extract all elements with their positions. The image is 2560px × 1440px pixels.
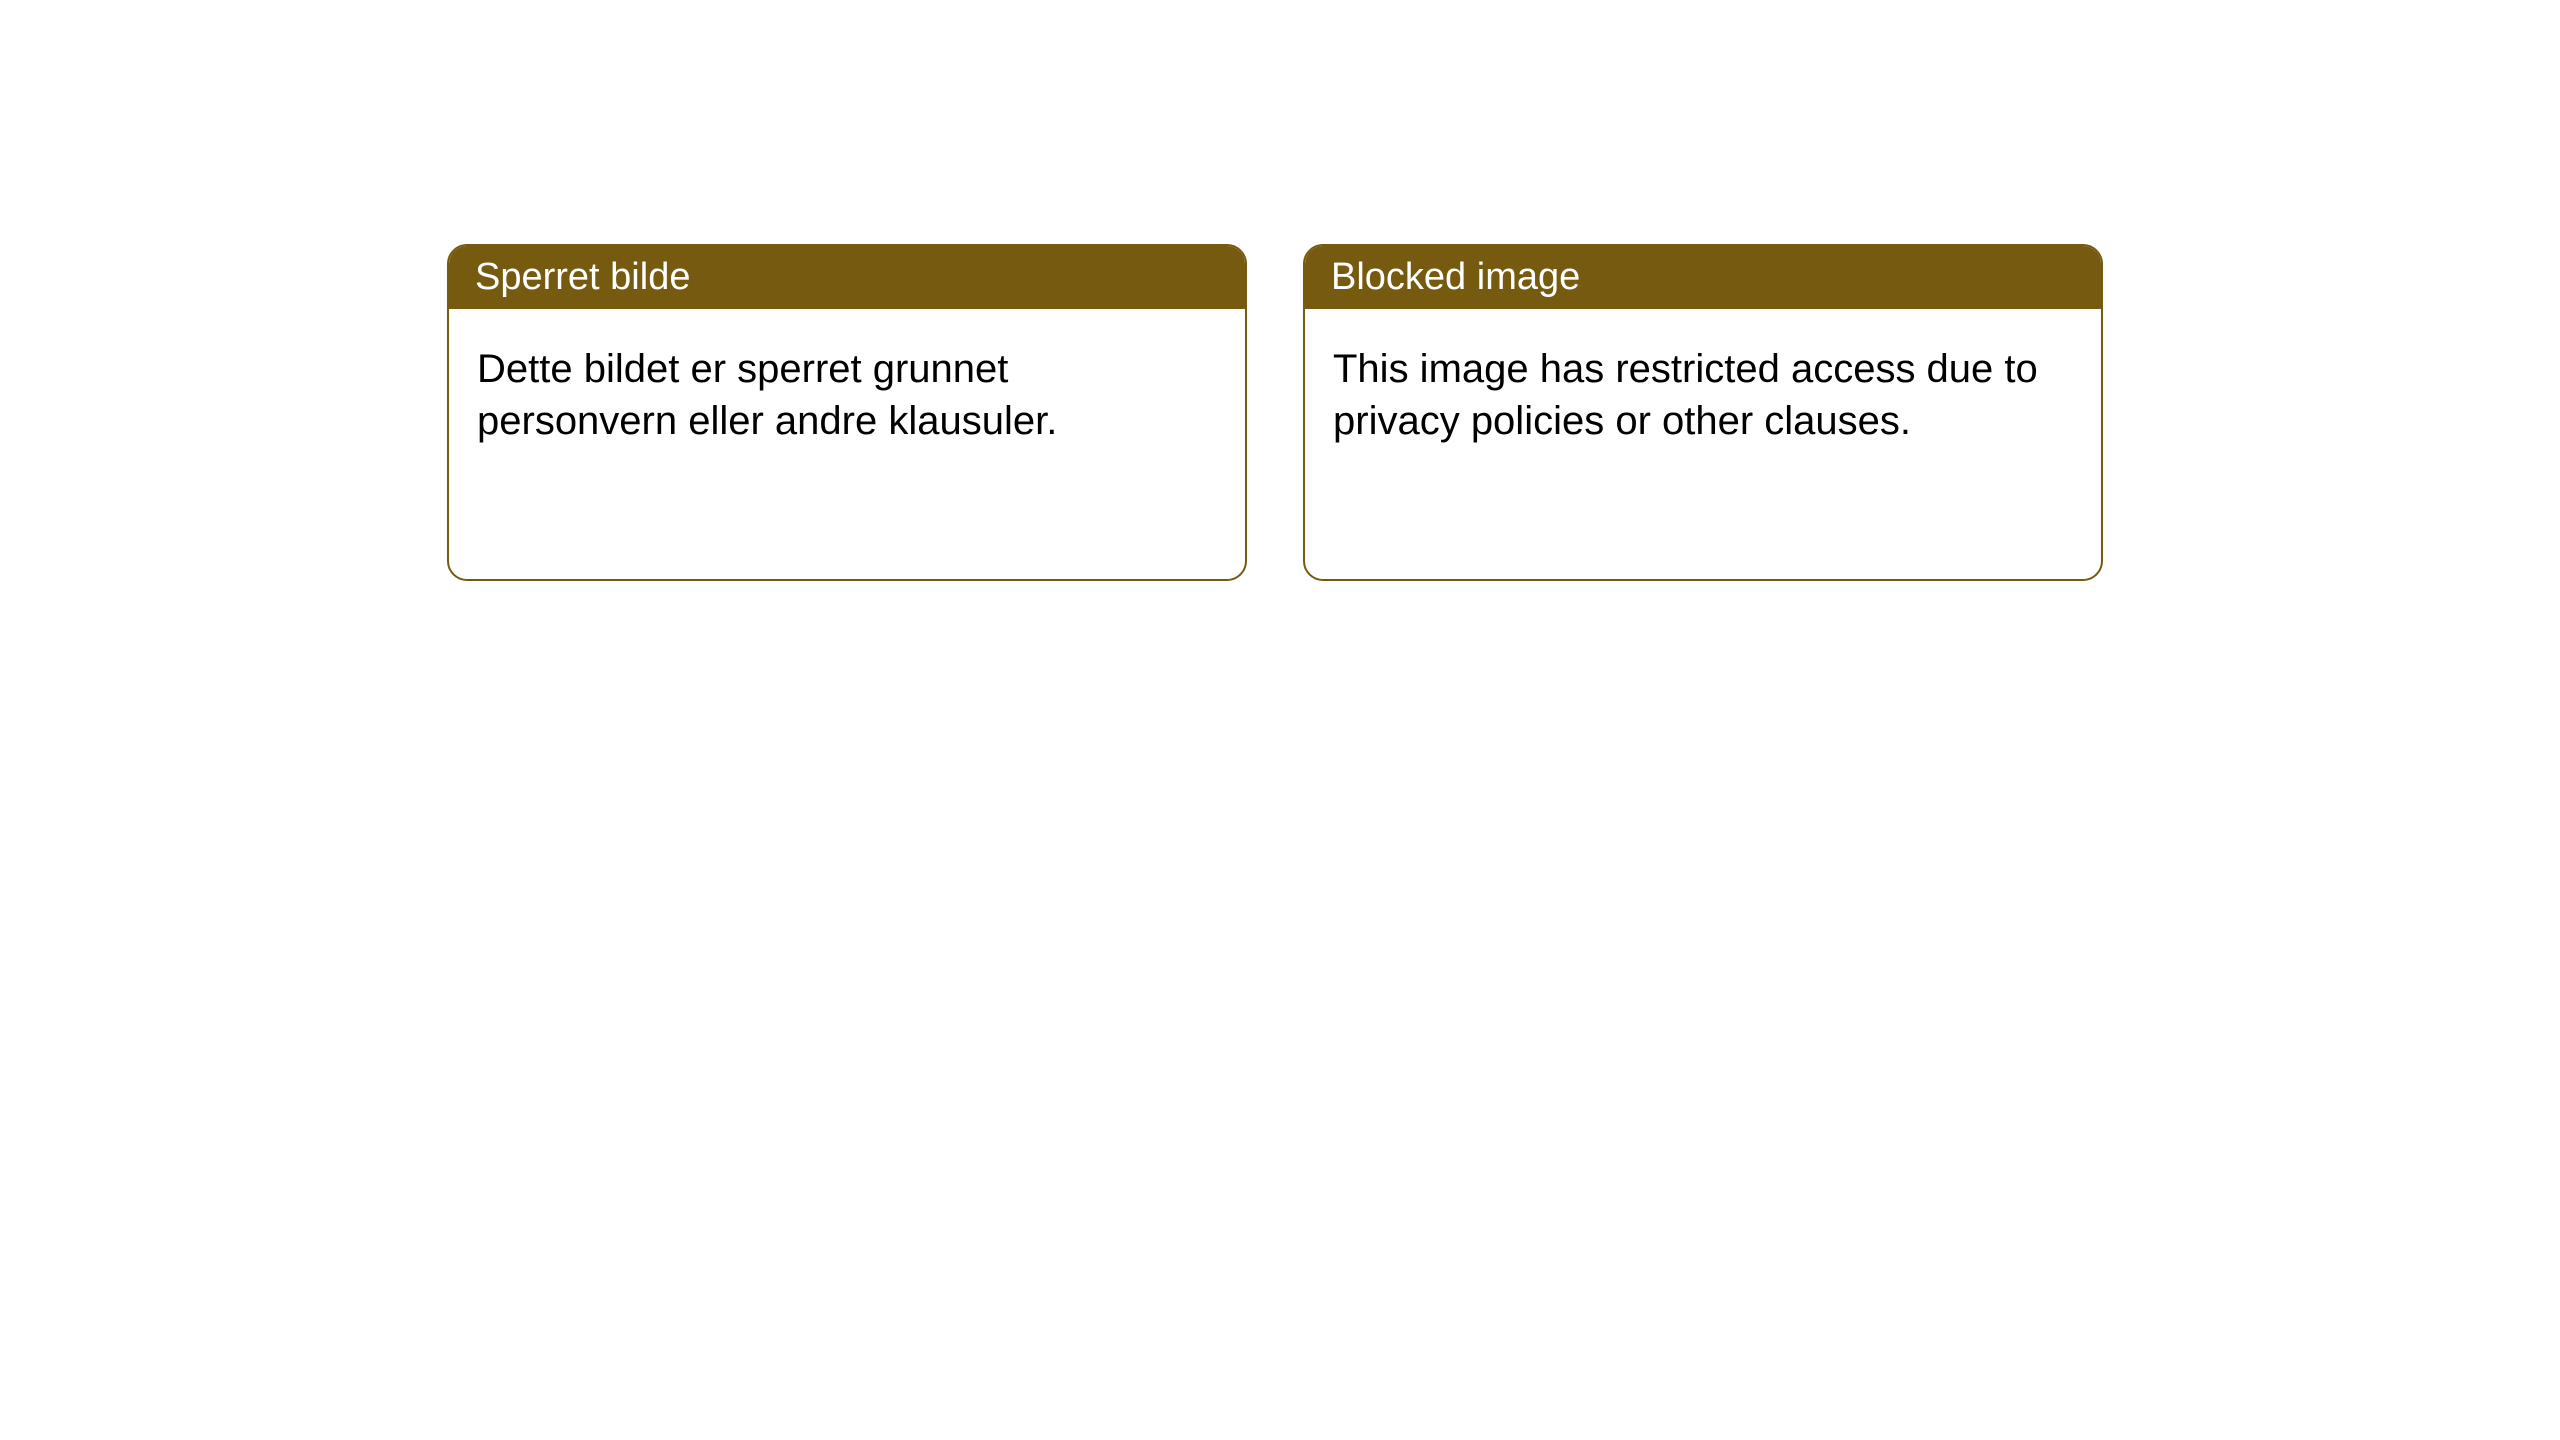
- notice-text: This image has restricted access due to …: [1333, 347, 2038, 443]
- notice-card-english: Blocked image This image has restricted …: [1303, 244, 2103, 581]
- notice-container: Sperret bilde Dette bildet er sperret gr…: [0, 0, 2560, 581]
- notice-header: Sperret bilde: [449, 246, 1245, 309]
- notice-body: Dette bildet er sperret grunnet personve…: [449, 309, 1245, 579]
- notice-body: This image has restricted access due to …: [1305, 309, 2101, 579]
- notice-header: Blocked image: [1305, 246, 2101, 309]
- notice-title: Sperret bilde: [475, 256, 690, 298]
- notice-text: Dette bildet er sperret grunnet personve…: [477, 347, 1057, 443]
- notice-title: Blocked image: [1331, 256, 1580, 298]
- notice-card-norwegian: Sperret bilde Dette bildet er sperret gr…: [447, 244, 1247, 581]
